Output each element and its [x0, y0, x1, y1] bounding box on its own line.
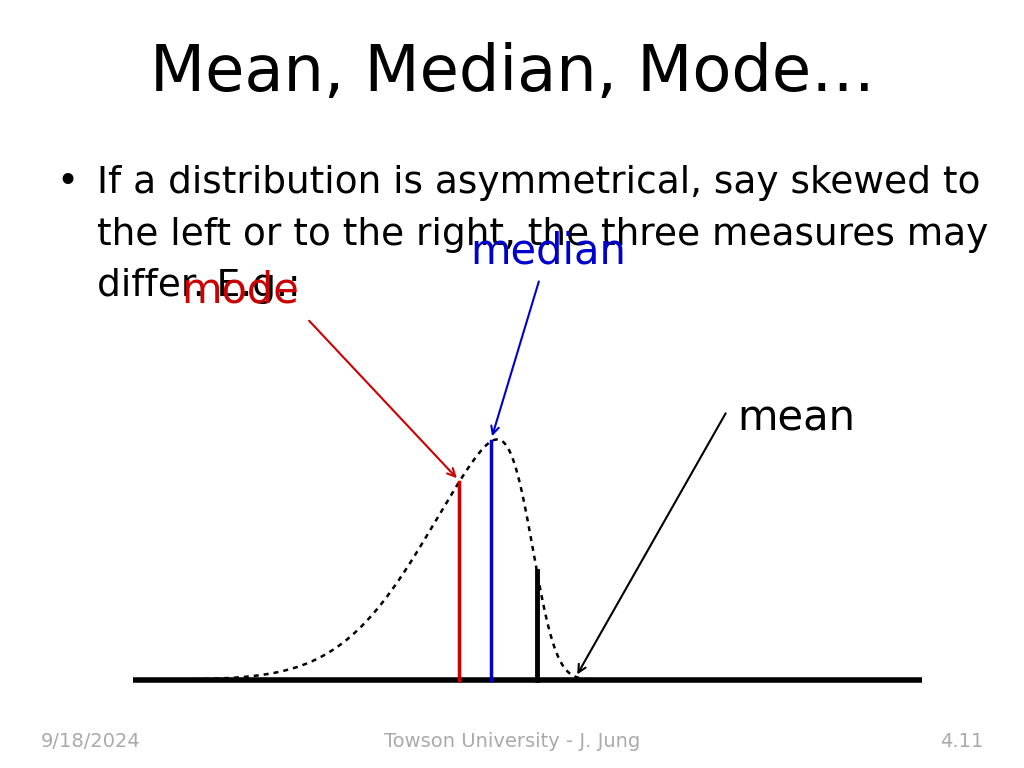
- Text: the left or to the right, the three measures may: the left or to the right, the three meas…: [97, 217, 988, 253]
- Text: 9/18/2024: 9/18/2024: [41, 732, 140, 751]
- Text: mode: mode: [181, 269, 300, 311]
- Text: Towson University - J. Jung: Towson University - J. Jung: [384, 732, 640, 751]
- Text: •: •: [56, 165, 79, 201]
- Text: differ. E.g.:: differ. E.g.:: [97, 268, 301, 304]
- Text: If a distribution is asymmetrical, say skewed to: If a distribution is asymmetrical, say s…: [97, 165, 981, 201]
- Text: 4.11: 4.11: [940, 732, 983, 751]
- Text: Mean, Median, Mode…: Mean, Median, Mode…: [150, 42, 874, 104]
- Text: median: median: [470, 230, 626, 273]
- Text: mean: mean: [737, 398, 855, 439]
